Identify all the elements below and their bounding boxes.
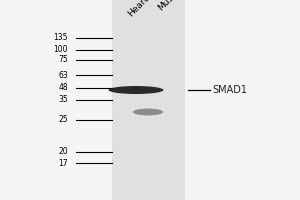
Text: 63: 63	[58, 71, 68, 79]
Text: 48: 48	[58, 84, 68, 92]
Text: 100: 100	[53, 46, 68, 54]
Text: 75: 75	[58, 55, 68, 64]
Text: 25: 25	[58, 116, 68, 124]
Text: 135: 135	[53, 33, 68, 43]
Text: 35: 35	[58, 96, 68, 104]
Ellipse shape	[133, 108, 163, 116]
Bar	[112, 0, 185, 200]
Text: Muscle: Muscle	[157, 0, 185, 12]
Ellipse shape	[109, 86, 164, 94]
Text: 17: 17	[58, 158, 68, 168]
Text: Heart: Heart	[127, 0, 151, 18]
Text: 20: 20	[58, 148, 68, 156]
Text: SMAD1: SMAD1	[212, 85, 247, 95]
